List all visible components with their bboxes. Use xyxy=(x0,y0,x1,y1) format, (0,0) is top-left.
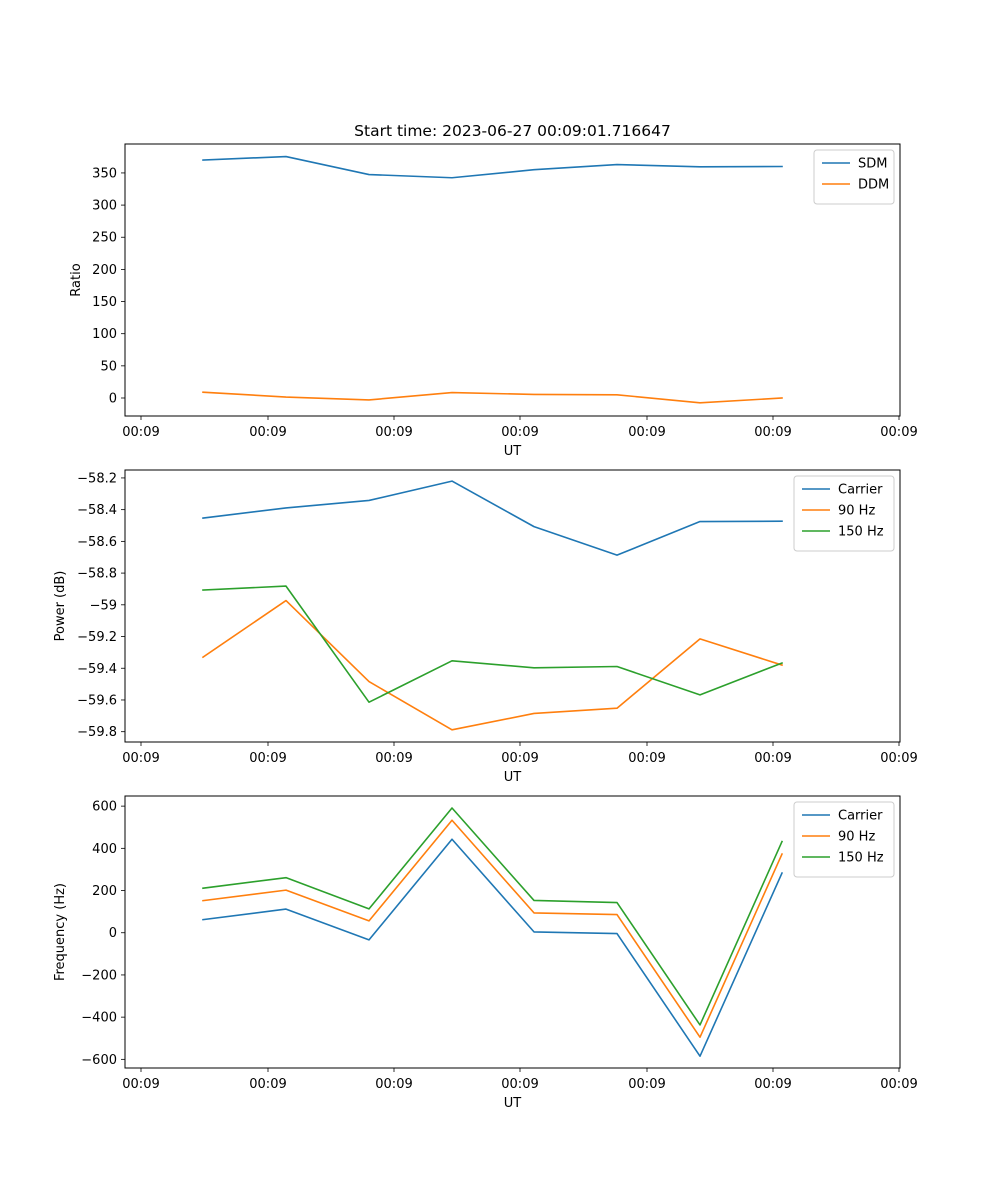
y-tick-label: −59.2 xyxy=(77,630,117,645)
x-tick-label: 00:09 xyxy=(628,1077,665,1092)
y-tick-label: 600 xyxy=(92,800,117,815)
y-tick-label: 200 xyxy=(92,884,117,899)
y-tick-label: 250 xyxy=(92,231,117,246)
legend-label: 150 Hz xyxy=(838,525,884,540)
y-tick-label: −58.4 xyxy=(77,503,117,518)
chart-panel-3: 00:09 00:09 00:09 00:09 00:09 00:09 00:09 −600 −… xyxy=(53,795,918,1111)
legend-box xyxy=(793,801,895,878)
x-tick-label: 00:09 xyxy=(122,425,159,440)
y-axis-label: Power (dB) xyxy=(53,571,68,642)
series-line-carrier xyxy=(202,480,783,556)
y-tick-label: 200 xyxy=(92,263,117,278)
y-tick-label: −58.6 xyxy=(77,535,117,550)
legend-label: 90 Hz xyxy=(838,504,875,519)
y-axis-label: Ratio xyxy=(69,263,84,296)
plot-frame xyxy=(124,795,901,1069)
x-tick-label: 00:09 xyxy=(754,1077,791,1092)
series-line-150-hz xyxy=(202,807,784,1026)
x-tick-label: 00:09 xyxy=(501,1077,538,1092)
x-tick-label: 00:09 xyxy=(249,1077,286,1092)
x-tick-label: 00:09 xyxy=(375,1077,412,1092)
x-tick-label: 00:09 xyxy=(375,751,412,766)
legend-label: SDM xyxy=(858,157,887,172)
y-tick-label: −59.8 xyxy=(77,725,117,740)
x-axis-label: UT xyxy=(504,1096,522,1111)
chart-panel-2: 00:09 00:09 00:09 00:09 00:09 00:09 00:09 −59.8… xyxy=(53,469,918,785)
y-tick-label: 150 xyxy=(92,295,117,310)
legend-label: Carrier xyxy=(838,483,883,498)
series-line-carrier xyxy=(202,838,784,1057)
y-tick-label: −600 xyxy=(81,1053,117,1068)
y-tick-label: 100 xyxy=(92,327,117,342)
x-tick-label: 00:09 xyxy=(501,425,538,440)
x-tick-label: 00:09 xyxy=(122,751,159,766)
x-tick-label: 00:09 xyxy=(628,751,665,766)
y-tick-label: 300 xyxy=(92,199,117,214)
x-tick-label: 00:09 xyxy=(501,751,538,766)
legend-label: 150 Hz xyxy=(838,851,884,866)
y-axis-label: Frequency (Hz) xyxy=(53,883,68,981)
legend-label: DDM xyxy=(858,178,889,193)
y-tick-label: −59.6 xyxy=(77,693,117,708)
plot-frame xyxy=(124,143,901,417)
x-tick-label: 00:09 xyxy=(249,751,286,766)
x-tick-label: 00:09 xyxy=(880,1077,917,1092)
x-tick-label: 00:09 xyxy=(754,425,791,440)
x-tick-label: 00:09 xyxy=(122,1077,159,1092)
y-tick-label: −400 xyxy=(81,1011,117,1026)
y-tick-label: 0 xyxy=(109,391,117,406)
x-tick-label: 00:09 xyxy=(880,425,917,440)
x-tick-label: 00:09 xyxy=(754,751,791,766)
chart-title: Start time: 2023-06-27 00:09:01.716647 xyxy=(354,122,671,140)
x-tick-label: 00:09 xyxy=(880,751,917,766)
y-tick-label: −59.4 xyxy=(77,662,117,677)
y-tick-label: −59 xyxy=(90,598,117,613)
x-tick-label: 00:09 xyxy=(249,425,286,440)
legend-label: 90 Hz xyxy=(838,830,875,845)
y-tick-label: 400 xyxy=(92,842,117,857)
y-tick-label: −200 xyxy=(81,968,117,983)
chart-panel-1: 00:09 00:09 00:09 00:09 00:09 00:09 00:09 0 50 10… xyxy=(69,122,918,459)
x-tick-label: 00:09 xyxy=(375,425,412,440)
plot-frame xyxy=(124,469,901,743)
y-tick-label: 50 xyxy=(100,359,117,374)
series-line-90-hz xyxy=(201,599,784,731)
y-tick-label: −58.8 xyxy=(77,567,117,582)
legend: SDM DDM xyxy=(813,149,895,205)
legend: Carrier 90 Hz 150 Hz xyxy=(793,801,895,878)
x-tick-label: 00:09 xyxy=(628,425,665,440)
y-tick-label: 0 xyxy=(109,926,117,941)
legend-label: Carrier xyxy=(838,809,883,824)
series-line-90-hz xyxy=(202,819,784,1038)
y-tick-label: −58.2 xyxy=(77,471,117,486)
x-axis-label: UT xyxy=(504,770,522,785)
y-tick-label: 350 xyxy=(92,166,117,181)
legend: Carrier 90 Hz 150 Hz xyxy=(793,475,895,552)
series-line-ddm xyxy=(202,391,783,404)
x-axis-label: UT xyxy=(504,444,522,459)
series-line-150-hz xyxy=(202,585,784,703)
legend-box xyxy=(793,475,895,552)
series-line-sdm xyxy=(202,155,783,179)
